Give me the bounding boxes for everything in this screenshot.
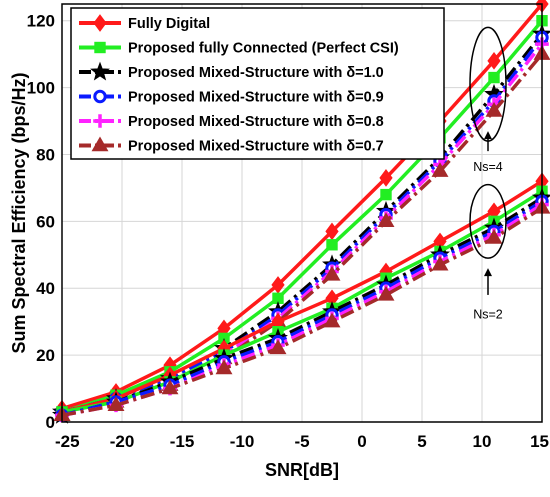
marker-diamond — [93, 14, 107, 32]
marker-plus — [93, 114, 107, 128]
series-line — [61, 19, 544, 414]
marker-triangle — [431, 162, 449, 177]
x-tick-label: 10 — [473, 432, 492, 451]
marker-triangle — [431, 255, 449, 271]
legend: Fully Digital Proposed fully Connected (P… — [70, 7, 445, 160]
series-line — [61, 199, 543, 417]
marker-square — [488, 71, 500, 84]
marker-square — [380, 188, 392, 201]
y-tick-label: 100 — [27, 79, 55, 98]
marker-triangle — [485, 102, 503, 117]
marker-triangle — [91, 136, 109, 152]
marker-triangle — [269, 339, 287, 355]
x-tick-label: 0 — [357, 432, 366, 451]
x-tick-label: -5 — [294, 432, 309, 451]
series-line — [61, 2, 544, 411]
marker-triangle — [323, 265, 341, 281]
marker-diamond — [487, 52, 501, 70]
marker-triangle — [215, 359, 233, 375]
y-tick-label: 20 — [36, 346, 55, 365]
y-tick-label: 80 — [36, 145, 55, 164]
x-tick-label: -15 — [170, 432, 195, 451]
legend-box — [70, 7, 445, 160]
legend-entry: Proposed Mixed-Structure with δ=0.8 — [79, 114, 384, 130]
marker-triangle — [323, 312, 341, 328]
marker-square — [94, 41, 106, 54]
x-tick-label: -25 — [55, 432, 80, 451]
series-line — [61, 179, 543, 414]
axis-ticks: -25 -20 -15 -10 -5 0 5 10 15 0 20 40 60 80 100 120 — [27, 12, 549, 451]
series-layer — [52, 0, 550, 424]
annotation-arrow-head — [484, 268, 492, 277]
legend-label: Proposed Mixed-Structure with δ=1.0 — [128, 65, 384, 81]
x-tick-label: -20 — [110, 432, 135, 451]
x-tick-label: 15 — [530, 432, 549, 451]
annotation-arrow-head — [484, 131, 492, 140]
legend-label: Fully Digital — [128, 16, 210, 32]
marker-square — [326, 239, 338, 251]
legend-label: Proposed Mixed-Structure with δ=0.9 — [128, 90, 384, 106]
series-line — [61, 206, 543, 418]
legend-label: Proposed Mixed-Structure with δ=0.7 — [128, 139, 384, 155]
plot-border — [61, 3, 543, 423]
legend-entry: Proposed fully Connected (Perfect CSI) — [79, 41, 399, 57]
marker-circle — [93, 89, 107, 104]
y-tick-label: 40 — [36, 279, 55, 298]
annotation-label: Ns=2 — [473, 307, 503, 321]
legend-entry: Proposed Mixed-Structure with δ=0.7 — [79, 136, 384, 155]
legend-label: Proposed fully Connected (Perfect CSI) — [128, 41, 399, 57]
x-tick-label: 5 — [417, 432, 426, 451]
marker-triangle — [485, 229, 503, 244]
annotation-ellipse — [469, 183, 507, 259]
annotations: Ns=4 Ns=2 — [469, 26, 507, 321]
annotation-label: Ns=4 — [473, 160, 503, 174]
marker-triangle — [161, 379, 179, 395]
x-axis-label: SNR[dB] — [265, 460, 339, 480]
y-tick-label: 60 — [36, 212, 55, 231]
x-tick-label: -10 — [230, 432, 255, 451]
series-Ns2-11 — [53, 198, 550, 422]
marker-star — [90, 61, 110, 81]
legend-entry: Fully Digital — [79, 14, 210, 32]
y-axis-label: Sum Spectral Efficiency (bps/Hz) — [9, 72, 29, 353]
y-tick-label: 120 — [27, 12, 55, 31]
marker-diamond — [379, 169, 393, 187]
legend-entry: Proposed Mixed-Structure with δ=0.9 — [79, 90, 384, 106]
marker-triangle — [107, 396, 125, 411]
y-tick-label: 0 — [46, 413, 55, 432]
marker-triangle — [377, 285, 395, 301]
legend-entry: Proposed Mixed-Structure with δ=1.0 — [79, 61, 384, 81]
marker-triangle — [377, 212, 395, 228]
legend-label: Proposed Mixed-Structure with δ=0.8 — [128, 114, 384, 130]
